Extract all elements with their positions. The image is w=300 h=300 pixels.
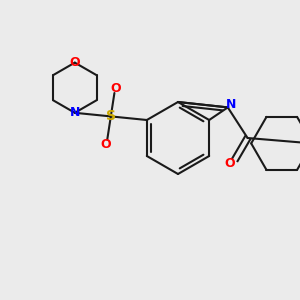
Text: N: N [70, 106, 80, 119]
Text: S: S [106, 110, 116, 123]
Text: N: N [226, 98, 236, 111]
Text: O: O [110, 82, 121, 94]
Text: O: O [70, 56, 80, 69]
Text: O: O [225, 157, 235, 170]
Text: O: O [100, 138, 110, 151]
